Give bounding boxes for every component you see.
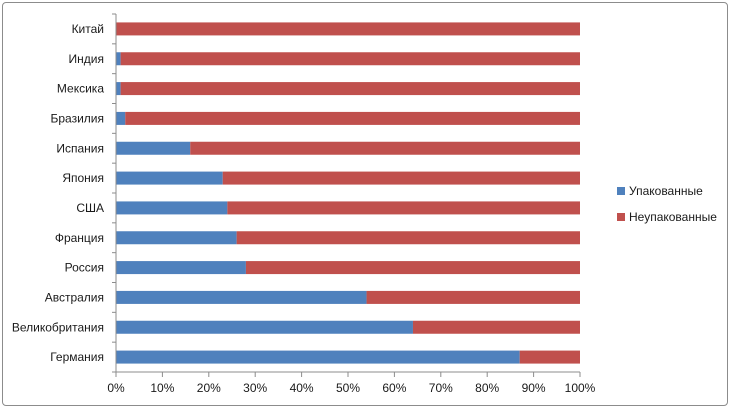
category-label: Испания xyxy=(56,141,104,155)
category-label: Германия xyxy=(50,350,104,364)
legend-swatch-packed xyxy=(617,187,625,195)
axes-layer: Китай Индия Мексика Бразилия Испания Япония СШ… xyxy=(12,13,596,395)
bar-unpacked-10 xyxy=(412,320,580,334)
bar-packed-4 xyxy=(116,141,191,155)
category-label: Австралия xyxy=(45,290,104,304)
bar-unpacked-5 xyxy=(222,171,580,185)
bar-packed-3 xyxy=(116,111,126,125)
category-label: Индия xyxy=(69,52,104,66)
bar-packed-9 xyxy=(116,290,367,304)
x-tick-label: 90% xyxy=(522,381,546,395)
bars-layer xyxy=(116,22,581,364)
x-tick-label: 30% xyxy=(243,381,267,395)
bar-packed-5 xyxy=(116,171,223,185)
bar-unpacked-0 xyxy=(116,22,580,36)
bar-unpacked-3 xyxy=(125,111,580,125)
category-label: Мексика xyxy=(57,82,104,96)
legend: Упакованные Неупакованные xyxy=(617,184,717,224)
category-label: Россия xyxy=(65,261,104,275)
x-tick-label: 100% xyxy=(565,381,596,395)
category-label: Китай xyxy=(72,22,104,36)
bar-unpacked-7 xyxy=(236,231,580,245)
bar-packed-2 xyxy=(116,82,121,96)
category-label: Япония xyxy=(62,171,104,185)
legend-label-unpacked: Неупакованные xyxy=(629,210,717,224)
x-tick-label: 20% xyxy=(197,381,221,395)
category-label: Великобритания xyxy=(12,320,104,334)
bar-packed-10 xyxy=(116,320,413,334)
category-label: Бразилия xyxy=(51,111,105,125)
x-tick-label: 60% xyxy=(382,381,406,395)
bar-unpacked-1 xyxy=(120,52,580,66)
bar-packed-8 xyxy=(116,261,246,275)
bar-unpacked-9 xyxy=(366,290,580,304)
bar-unpacked-2 xyxy=(120,82,580,96)
x-tick-label: 10% xyxy=(150,381,174,395)
legend-swatch-unpacked xyxy=(617,213,625,221)
category-label: Франция xyxy=(55,231,104,245)
bar-unpacked-6 xyxy=(227,201,581,215)
bar-unpacked-11 xyxy=(519,350,580,364)
bar-packed-7 xyxy=(116,231,237,245)
bar-unpacked-8 xyxy=(245,261,581,275)
x-tick-label: 80% xyxy=(475,381,499,395)
x-tick-label: 0% xyxy=(107,381,125,395)
bar-packed-1 xyxy=(116,52,121,66)
bar-unpacked-4 xyxy=(190,141,581,155)
x-tick-label: 40% xyxy=(290,381,314,395)
category-label: США xyxy=(76,201,104,215)
bar-packed-6 xyxy=(116,201,228,215)
x-tick-label: 50% xyxy=(336,381,360,395)
legend-label-packed: Упакованные xyxy=(629,184,703,198)
bar-packed-11 xyxy=(116,350,520,364)
x-tick-label: 70% xyxy=(429,381,453,395)
